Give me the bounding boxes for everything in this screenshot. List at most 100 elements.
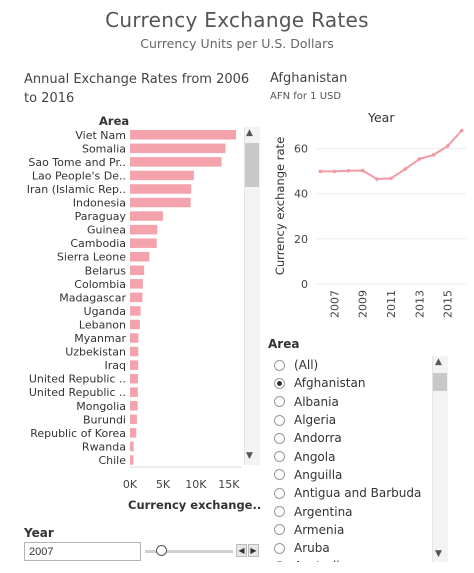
bar-category-label[interactable]: Paraguay bbox=[75, 210, 127, 223]
area-filter-item[interactable]: (All) bbox=[270, 356, 430, 374]
data-point[interactable] bbox=[318, 169, 323, 174]
bar[interactable] bbox=[130, 401, 138, 411]
data-point[interactable] bbox=[403, 167, 407, 171]
radio-selected-icon[interactable] bbox=[274, 377, 285, 389]
radio-icon[interactable] bbox=[274, 469, 285, 481]
radio-icon[interactable] bbox=[274, 506, 285, 518]
area-filter-scroll-thumb[interactable] bbox=[433, 373, 447, 391]
bar[interactable] bbox=[130, 387, 138, 397]
bar[interactable] bbox=[130, 455, 134, 465]
bar-chart-scrollbar[interactable] bbox=[244, 127, 260, 465]
bar-category-label[interactable]: Uzbekistan bbox=[65, 346, 126, 359]
bar[interactable] bbox=[130, 170, 194, 181]
year-prev-button[interactable]: ◀ bbox=[236, 544, 247, 557]
radio-icon[interactable] bbox=[274, 524, 285, 536]
bar-category-label[interactable]: Colombia bbox=[74, 278, 126, 291]
bar[interactable] bbox=[130, 130, 237, 140]
bar[interactable] bbox=[130, 197, 191, 208]
bar-chart-scroll-thumb[interactable] bbox=[245, 143, 259, 187]
area-filter-item[interactable]: Anguilla bbox=[270, 466, 430, 484]
data-point[interactable] bbox=[375, 177, 379, 181]
bar[interactable] bbox=[130, 319, 140, 330]
radio-icon[interactable] bbox=[274, 359, 285, 371]
bar[interactable] bbox=[130, 211, 163, 221]
bar-category-label[interactable]: Sierra Leone bbox=[57, 251, 126, 264]
bar-category-label[interactable]: Chile bbox=[98, 454, 126, 466]
year-next-button[interactable]: ▶ bbox=[248, 544, 259, 557]
bar[interactable] bbox=[130, 265, 145, 276]
bar[interactable] bbox=[130, 428, 137, 438]
bar-chart-x-label[interactable]: Currency exchange.. bbox=[128, 498, 262, 512]
bar-category-label[interactable]: Mongolia bbox=[76, 400, 126, 413]
bar[interactable] bbox=[130, 279, 143, 289]
area-column-header[interactable]: Area bbox=[99, 114, 130, 128]
area-filter-item[interactable]: Australia bbox=[270, 557, 430, 562]
bar[interactable] bbox=[130, 251, 150, 262]
bar-category-label[interactable]: Guinea bbox=[87, 224, 126, 237]
bar-category-label[interactable]: Madagascar bbox=[59, 291, 126, 304]
radio-icon[interactable] bbox=[274, 396, 285, 408]
bar[interactable] bbox=[130, 333, 139, 343]
series-line[interactable] bbox=[320, 129, 463, 181]
bar[interactable] bbox=[130, 373, 138, 384]
year-slider-track[interactable] bbox=[145, 550, 233, 553]
bar-category-label[interactable]: Burundi bbox=[83, 413, 126, 426]
area-filter-item[interactable]: Antigua and Barbuda bbox=[270, 484, 430, 502]
bar-category-label[interactable]: Myanmar bbox=[74, 332, 126, 345]
bar-category-label[interactable]: United Republic .. bbox=[29, 386, 126, 399]
area-filter-item[interactable]: Afghanistan bbox=[270, 374, 430, 392]
area-filter-item[interactable]: Algeria bbox=[270, 411, 430, 429]
bar[interactable] bbox=[130, 238, 157, 248]
bar[interactable] bbox=[130, 306, 141, 316]
bar-category-label[interactable]: Uganda bbox=[84, 305, 126, 318]
bar-category-label[interactable]: Indonesia bbox=[73, 197, 126, 210]
data-point[interactable] bbox=[389, 176, 393, 181]
bar-category-label[interactable]: Somalia bbox=[82, 142, 126, 155]
bar[interactable] bbox=[130, 224, 158, 235]
area-filter-item[interactable]: Aruba bbox=[270, 539, 430, 557]
radio-icon[interactable] bbox=[274, 487, 285, 499]
data-point[interactable] bbox=[445, 144, 450, 148]
bar-category-label[interactable]: Iraq bbox=[105, 359, 127, 372]
bar-category-label[interactable]: Belarus bbox=[85, 264, 127, 277]
area-filter-item[interactable]: Armenia bbox=[270, 521, 430, 539]
data-point[interactable] bbox=[459, 128, 464, 133]
scroll-down-icon[interactable]: ▼ bbox=[246, 451, 253, 461]
radio-icon[interactable] bbox=[274, 451, 285, 463]
bar[interactable] bbox=[130, 292, 143, 303]
area-filter-item[interactable]: Argentina bbox=[270, 502, 430, 520]
data-point[interactable] bbox=[360, 168, 365, 173]
radio-icon[interactable] bbox=[274, 414, 285, 426]
bar-category-label[interactable]: Cambodia bbox=[70, 237, 126, 250]
bar[interactable] bbox=[130, 414, 137, 425]
scroll-up-icon[interactable]: ▲ bbox=[246, 128, 253, 138]
bar[interactable] bbox=[130, 441, 134, 452]
bar[interactable] bbox=[130, 346, 139, 357]
radio-icon[interactable] bbox=[274, 560, 285, 562]
area-filter-scrollbar[interactable] bbox=[432, 356, 448, 562]
bar-category-label[interactable]: Lao People's De.. bbox=[32, 169, 126, 182]
radio-icon[interactable] bbox=[274, 432, 285, 444]
bar-category-label[interactable]: United Republic .. bbox=[29, 373, 126, 386]
radio-icon[interactable] bbox=[274, 542, 285, 554]
bar-category-label[interactable]: Lebanon bbox=[79, 318, 126, 331]
bar[interactable] bbox=[130, 184, 192, 194]
area-filter-item[interactable]: Andorra bbox=[270, 429, 430, 447]
data-point[interactable] bbox=[332, 169, 337, 174]
data-point[interactable] bbox=[346, 168, 351, 173]
year-slider-handle[interactable] bbox=[156, 545, 167, 556]
area-filter-item[interactable]: Albania bbox=[270, 393, 430, 411]
data-point[interactable] bbox=[417, 157, 422, 161]
year-input[interactable] bbox=[24, 542, 141, 561]
area-filter-item[interactable]: Angola bbox=[270, 447, 430, 465]
bar-category-label[interactable]: Republic of Korea bbox=[30, 427, 126, 440]
scroll-up-icon[interactable]: ▲ bbox=[435, 357, 442, 367]
bar[interactable] bbox=[130, 157, 222, 167]
bar-category-label[interactable]: Rwanda bbox=[82, 440, 126, 453]
bar[interactable] bbox=[130, 143, 226, 154]
bar-category-label[interactable]: Viet Nam bbox=[75, 129, 126, 142]
data-point[interactable] bbox=[431, 153, 436, 157]
scroll-down-icon[interactable]: ▼ bbox=[435, 549, 442, 559]
bar-category-label[interactable]: Iran (Islamic Rep.. bbox=[27, 183, 126, 196]
bar[interactable] bbox=[130, 360, 139, 370]
